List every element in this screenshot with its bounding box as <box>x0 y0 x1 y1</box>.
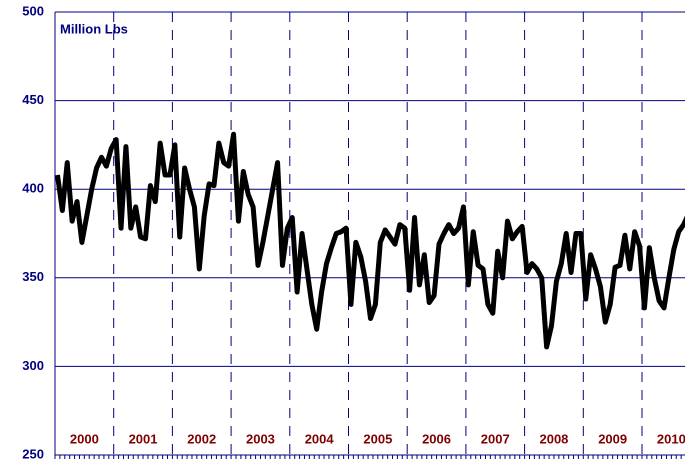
x-tick-label: 2005 <box>363 431 392 446</box>
x-tick-label: 2002 <box>187 431 216 446</box>
x-tick-label: 2003 <box>246 431 275 446</box>
x-tick-label: 2006 <box>422 431 451 446</box>
x-tick-label: 2000 <box>70 431 99 446</box>
x-tick-label: 2010 <box>657 431 685 446</box>
x-tick-label: 2001 <box>129 431 158 446</box>
x-tick-label: 2007 <box>481 431 510 446</box>
y-tick-label: 500 <box>22 3 44 18</box>
y-tick-label: 400 <box>22 181 44 196</box>
y-tick-label: 450 <box>22 92 44 107</box>
y-axis-label: Million Lbs <box>60 21 128 36</box>
y-tick-label: 300 <box>22 358 44 373</box>
x-tick-label: 2009 <box>598 431 627 446</box>
x-tick-label: 2008 <box>539 431 568 446</box>
x-tick-label: 2004 <box>305 431 335 446</box>
y-tick-label: 250 <box>22 446 44 461</box>
line <box>54 131 685 350</box>
y-tick-label: 350 <box>22 269 44 284</box>
